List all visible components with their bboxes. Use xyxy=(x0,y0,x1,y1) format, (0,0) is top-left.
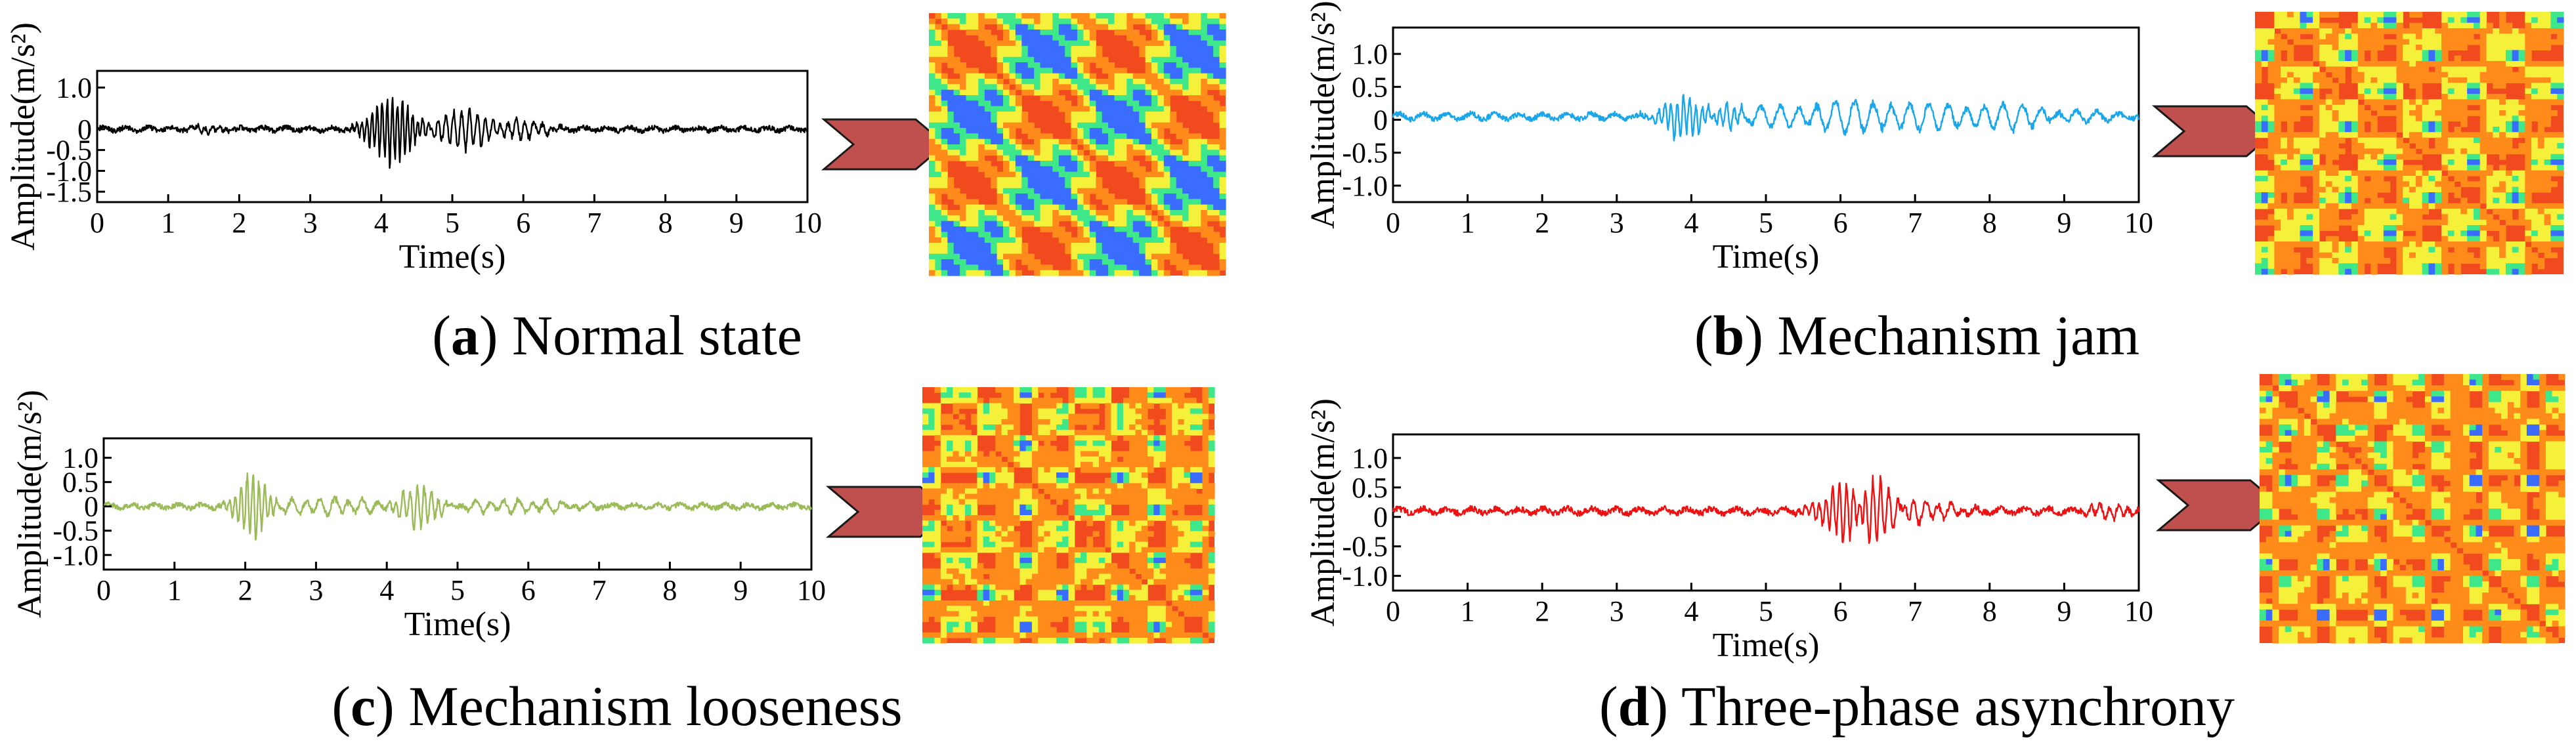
x-axis-label: Time(s) xyxy=(399,238,506,276)
x-tick-label: 9 xyxy=(733,574,748,606)
x-tick-label: 2 xyxy=(238,574,253,606)
x-tick-label: 6 xyxy=(516,207,530,239)
recurrence-plot-image xyxy=(929,13,1226,276)
signal-line xyxy=(104,473,811,540)
x-tick-label: 7 xyxy=(1908,595,1922,627)
x-tick-label: 4 xyxy=(1684,207,1698,239)
x-tick-label: 8 xyxy=(662,574,677,606)
x-tick-label: 7 xyxy=(592,574,607,606)
x-tick-label: 2 xyxy=(1535,595,1549,627)
x-tick-label: 1 xyxy=(1461,207,1475,239)
y-tick-label: 0 xyxy=(1373,501,1388,533)
x-tick-label: 8 xyxy=(1983,595,1997,627)
x-tick-label: 1 xyxy=(161,207,175,239)
y-tick-label: 0.5 xyxy=(1352,472,1388,504)
panel-caption: (c) Mechanism looseness xyxy=(332,675,902,738)
x-tick-label: 5 xyxy=(1759,595,1773,627)
x-tick-label: 7 xyxy=(587,207,601,239)
panel-caption: (d) Three-phase asynchrony xyxy=(1599,675,2235,738)
x-axis-label: Time(s) xyxy=(404,606,511,643)
y-tick-label: 1.0 xyxy=(56,72,92,104)
x-tick-label: 7 xyxy=(1908,207,1922,239)
x-tick-label: 0 xyxy=(90,207,104,239)
x-tick-label: 8 xyxy=(658,207,673,239)
x-tick-label: 2 xyxy=(1535,207,1549,239)
x-tick-label: 6 xyxy=(521,574,536,606)
x-tick-label: 3 xyxy=(303,207,318,239)
x-tick-label: 4 xyxy=(379,574,394,606)
y-tick-label: 1.0 xyxy=(1352,442,1388,474)
y-axis-label: Amplitude(m/s²) xyxy=(1304,1,1342,229)
x-tick-label: 10 xyxy=(2124,207,2153,239)
x-tick-label: 4 xyxy=(374,207,389,239)
panel-caption: (a) Normal state xyxy=(432,304,802,367)
y-axis-label: Amplitude(m/s²) xyxy=(1304,398,1342,627)
x-tick-label: 9 xyxy=(2057,207,2071,239)
y-tick-label: -1.0 xyxy=(53,539,98,572)
x-tick-label: 3 xyxy=(1610,595,1624,627)
recurrence-plot-image xyxy=(922,387,1215,644)
x-tick-label: 5 xyxy=(1759,207,1773,239)
y-tick-label: -1.0 xyxy=(1342,560,1388,593)
x-axis-label: Time(s) xyxy=(1713,627,1820,664)
x-tick-label: 2 xyxy=(232,207,246,239)
y-tick-label: -1.5 xyxy=(46,176,92,208)
panel-caption: (b) Mechanism jam xyxy=(1694,304,2139,367)
signal-line xyxy=(97,98,807,168)
x-tick-label: 3 xyxy=(1610,207,1624,239)
x-tick-label: 8 xyxy=(1983,207,1997,239)
x-tick-label: 5 xyxy=(445,207,460,239)
y-tick-label: -0.5 xyxy=(1342,531,1388,563)
y-axis-label: Amplitude(m/s²) xyxy=(11,390,49,618)
y-tick-label: 1.0 xyxy=(1352,38,1388,70)
recurrence-plot-image xyxy=(2260,374,2565,644)
x-tick-label: 0 xyxy=(97,574,111,606)
x-tick-label: 1 xyxy=(1461,595,1475,627)
y-tick-label: -0.5 xyxy=(1342,137,1388,169)
x-tick-label: 10 xyxy=(797,574,826,606)
transform-arrow xyxy=(824,119,945,169)
signal-line xyxy=(1393,475,2139,543)
x-tick-label: 6 xyxy=(1834,207,1848,239)
y-tick-label: -1.0 xyxy=(1342,170,1388,202)
y-tick-label: 0 xyxy=(1373,104,1388,136)
x-tick-label: 10 xyxy=(793,207,822,239)
x-tick-label: 0 xyxy=(1386,595,1400,627)
signal-line xyxy=(1393,94,2139,140)
x-axis-label: Time(s) xyxy=(1713,238,1820,276)
x-tick-label: 0 xyxy=(1386,207,1400,239)
recurrence-plot-image xyxy=(2255,12,2564,275)
x-tick-label: 5 xyxy=(450,574,465,606)
x-tick-label: 6 xyxy=(1834,595,1848,627)
plot-frame xyxy=(97,71,807,202)
x-tick-label: 1 xyxy=(167,574,182,606)
y-tick-label: 0.5 xyxy=(1352,71,1388,103)
x-tick-label: 4 xyxy=(1684,595,1698,627)
x-tick-label: 10 xyxy=(2124,595,2153,627)
x-tick-label: 9 xyxy=(2057,595,2071,627)
x-tick-label: 3 xyxy=(309,574,323,606)
x-tick-label: 9 xyxy=(729,207,744,239)
y-axis-label: Amplitude(m/s²) xyxy=(5,22,42,251)
